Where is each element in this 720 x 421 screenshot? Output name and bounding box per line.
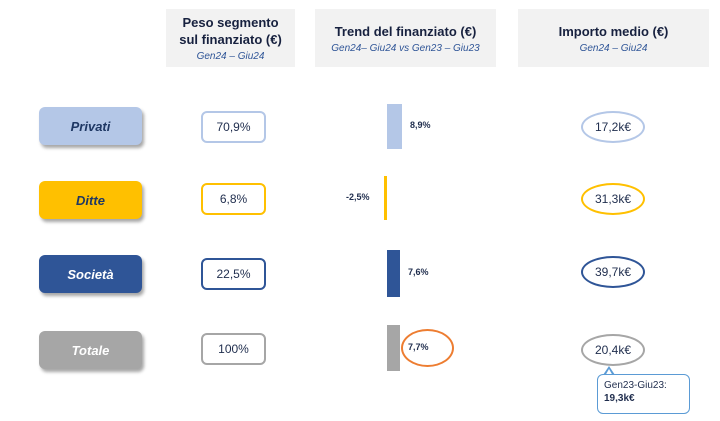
segment-ditte: Ditte — [39, 181, 142, 219]
peso-value: 70,9% — [216, 120, 251, 134]
peso-ditte: 6,8% — [201, 183, 266, 215]
importo-societa: 39,7k€ — [581, 256, 645, 288]
header-peso: Peso segmento sul finanziato (€) Gen24 –… — [166, 9, 295, 67]
peso-totale: 100% — [201, 333, 266, 365]
segment-label: Società — [67, 266, 114, 282]
segment-label: Privati — [70, 118, 111, 134]
segment-totale: Totale — [39, 331, 142, 369]
trend-label-totale: 7,7% — [408, 342, 429, 352]
trend-label-societa: 7,6% — [408, 267, 429, 277]
trend-label-ditte: -2,5% — [346, 192, 370, 202]
trend-bar-totale — [387, 325, 400, 371]
segment-label: Totale — [71, 342, 110, 358]
header-peso-title: Peso segmento sul finanziato (€) — [179, 15, 282, 47]
header-trend-period: Gen24– Giu24 vs Gen23 – Giu23 — [331, 42, 480, 54]
peso-societa: 22,5% — [201, 258, 266, 290]
peso-value: 6,8% — [219, 192, 248, 206]
trend-bar-ditte — [384, 176, 387, 220]
header-peso-period: Gen24 – Giu24 — [196, 51, 265, 62]
peso-privati: 70,9% — [201, 111, 266, 143]
importo-totale: 20,4k€ — [581, 334, 645, 366]
importo-value: 31,3k€ — [594, 192, 632, 206]
segment-label: Ditte — [76, 192, 105, 208]
segment-societa: Società — [39, 255, 142, 293]
header-importo-period: Gen24 – Giu24 — [579, 42, 648, 54]
callout-period: Gen23-Giu23: — [604, 380, 667, 391]
importo-value: 17,2k€ — [594, 120, 632, 134]
peso-value: 100% — [218, 342, 249, 356]
trend-bar-privati — [387, 103, 402, 149]
callout-value: 19,3k€ — [604, 393, 635, 404]
importo-privati: 17,2k€ — [581, 111, 645, 143]
trend-bar-societa — [387, 249, 400, 297]
header-trend: Trend del finanziato (€) Gen24– Giu24 vs… — [315, 9, 496, 67]
header-importo: Importo medio (€) Gen24 – Giu24 — [518, 9, 709, 67]
peso-value: 22,5% — [216, 267, 251, 281]
importo-value: 20,4k€ — [594, 343, 632, 357]
importo-value: 39,7k€ — [594, 265, 632, 279]
callout-tail-inner — [605, 369, 613, 376]
header-trend-title: Trend del finanziato (€) — [334, 23, 477, 39]
segment-privati: Privati — [39, 107, 142, 145]
comparison-callout: Gen23-Giu23: 19,3k€ — [597, 374, 690, 414]
highlight-ring — [401, 329, 454, 367]
trend-label-privati: 8,9% — [410, 120, 431, 130]
header-importo-title: Importo medio (€) — [558, 23, 669, 39]
importo-ditte: 31,3k€ — [581, 183, 645, 215]
